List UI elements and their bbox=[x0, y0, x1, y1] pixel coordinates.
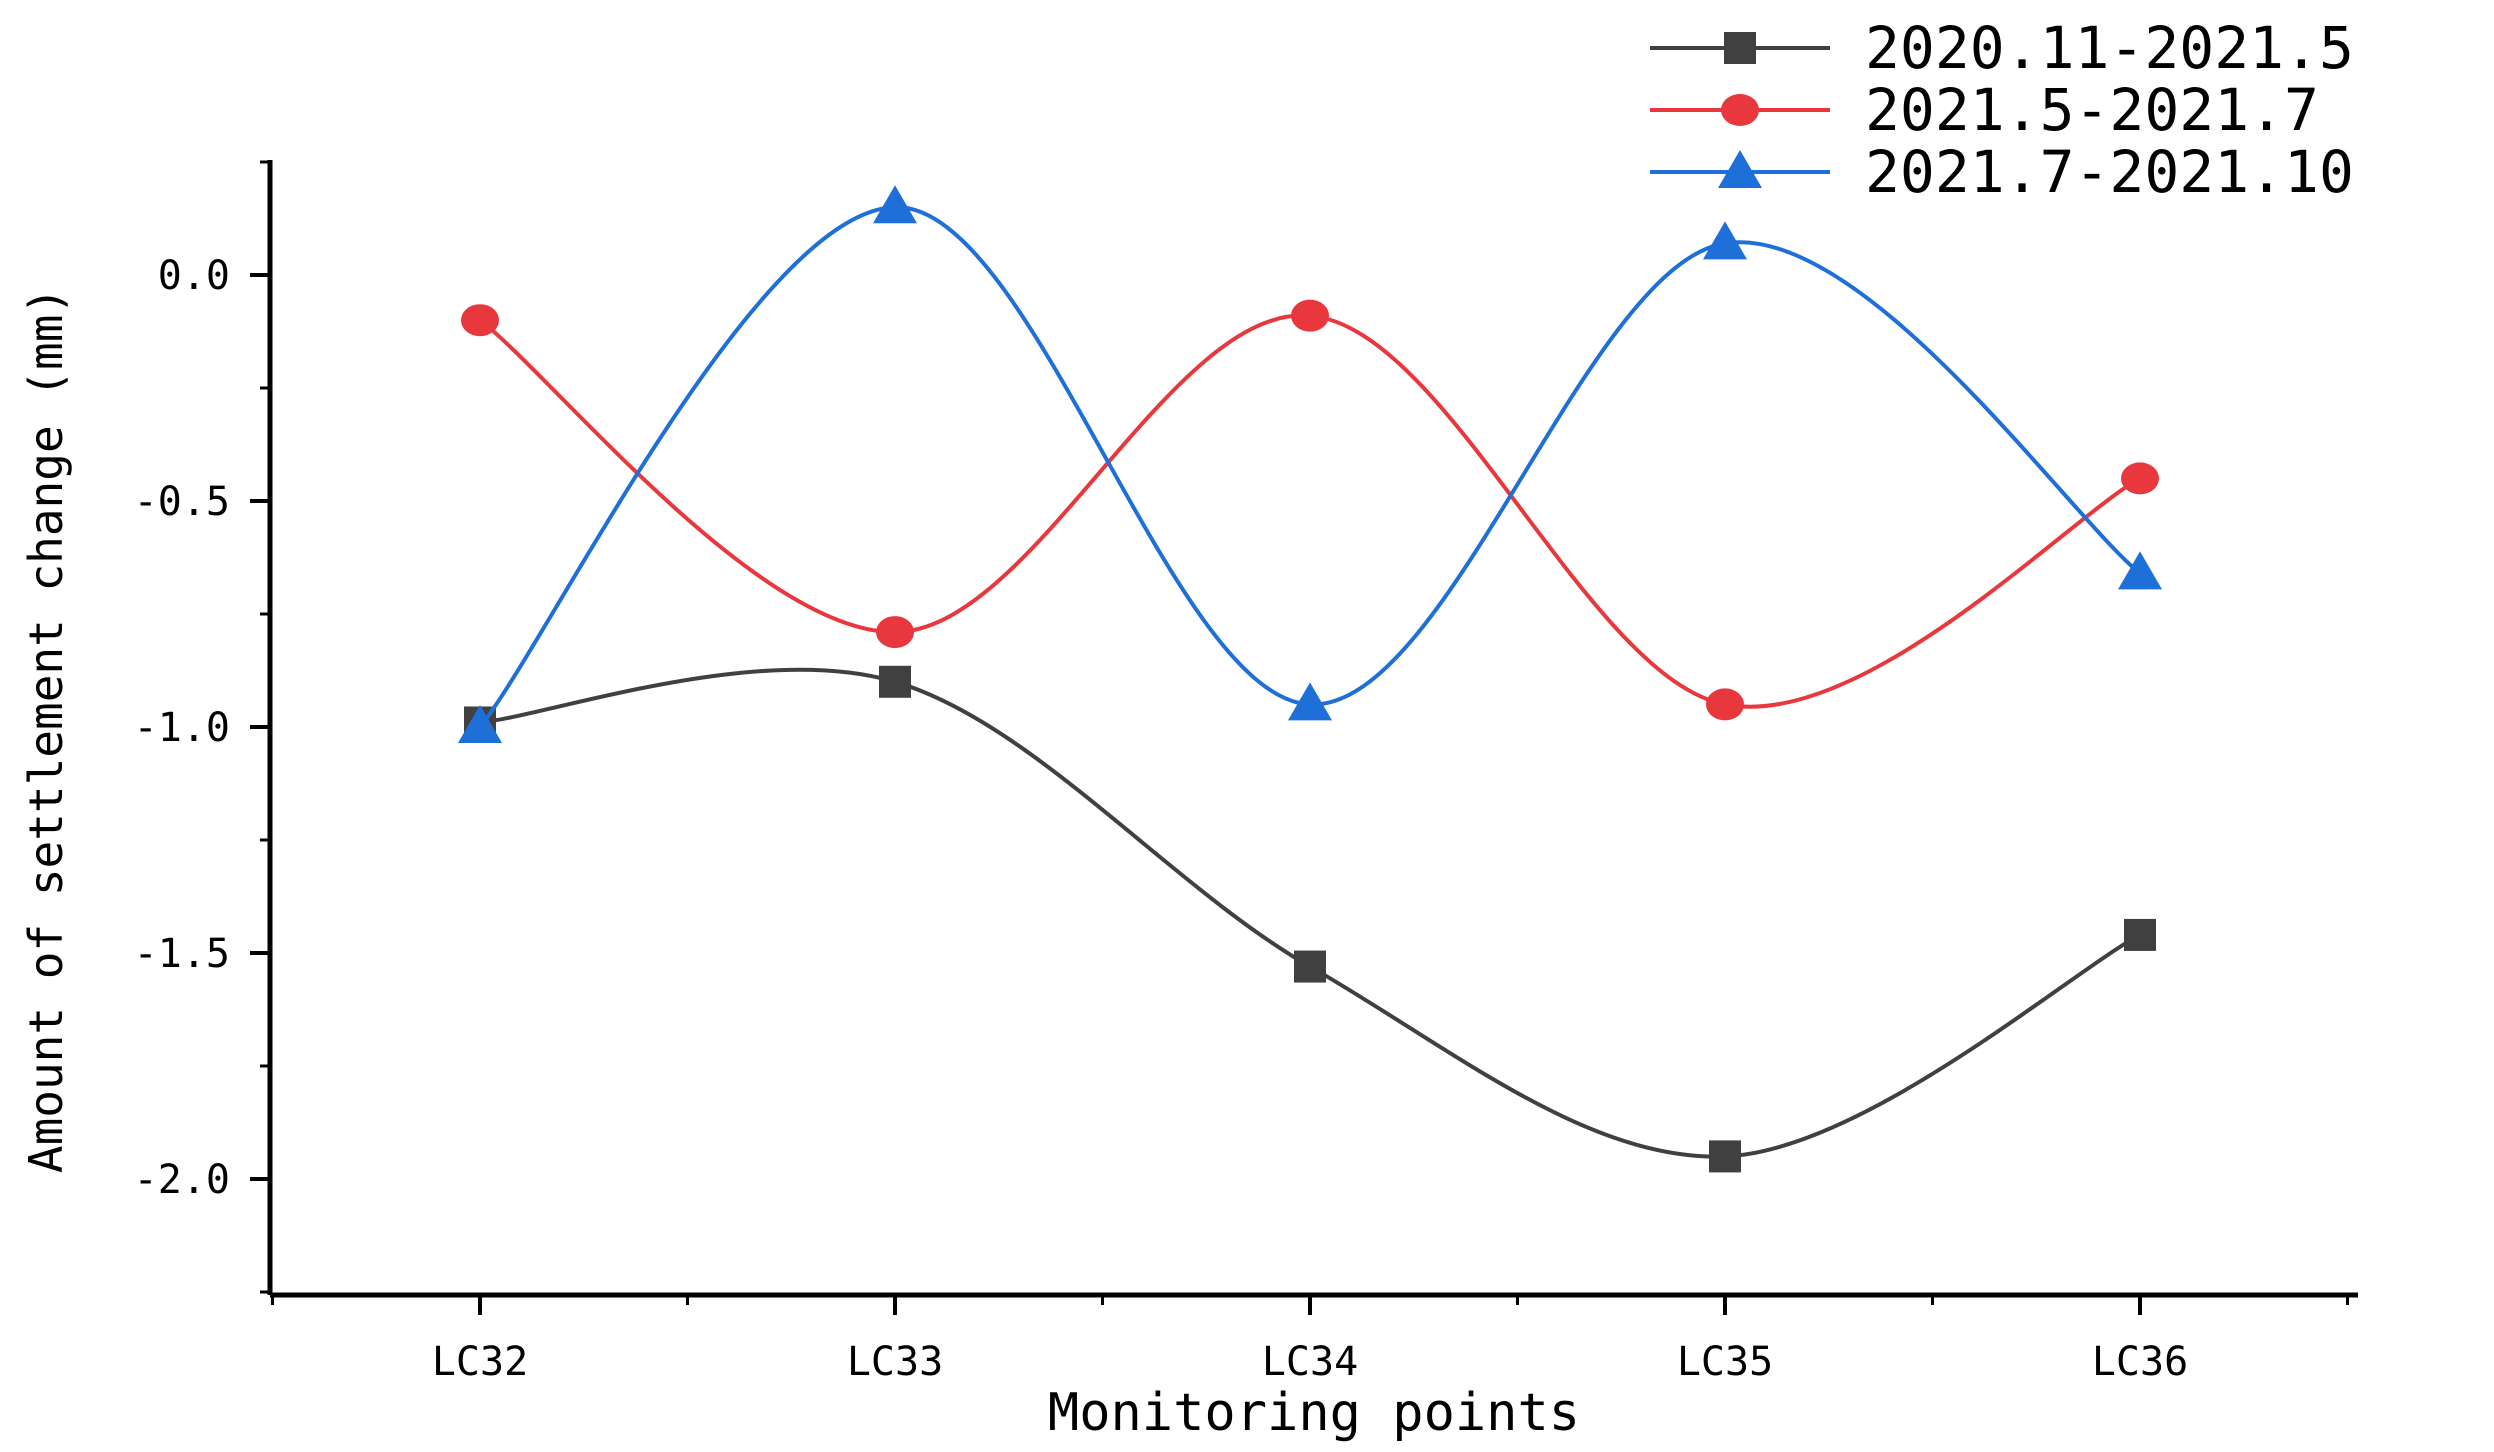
y-tick-label: -0.5 bbox=[134, 479, 230, 525]
x-tick-label: LC33 bbox=[847, 1339, 943, 1385]
series-line bbox=[479, 667, 2141, 1159]
series-line bbox=[478, 205, 2142, 729]
x-axis-ticks: LC32 LC33 LC34 LC35 LC36 bbox=[271, 1295, 2349, 1385]
legend-item: 2021.7-2021.10 bbox=[1650, 138, 2354, 206]
legend-label: 2021.7-2021.10 bbox=[1865, 138, 2354, 206]
legend-label: 2020.11-2021.5 bbox=[1865, 14, 2354, 82]
data-point bbox=[2118, 551, 2162, 590]
data-point bbox=[1294, 950, 1326, 983]
data-point bbox=[2121, 462, 2159, 495]
series-1 bbox=[464, 665, 2156, 1173]
series-line bbox=[478, 313, 2141, 709]
legend-label: 2021.5-2021.7 bbox=[1865, 76, 2319, 144]
x-tick-label: LC32 bbox=[432, 1339, 528, 1385]
x-tick-label: LC34 bbox=[1262, 1339, 1358, 1385]
series-layer bbox=[458, 185, 2162, 1173]
data-point bbox=[879, 665, 911, 698]
y-tick-label: 0.0 bbox=[158, 253, 230, 299]
series-3 bbox=[458, 185, 2162, 743]
data-point bbox=[1703, 221, 1747, 260]
y-axis-ticks: 0.0 -0.5 -1.0 -1.5 -2.0 bbox=[134, 160, 270, 1294]
legend-marker bbox=[1724, 32, 1756, 64]
x-axis-title: Monitoring points bbox=[1048, 1383, 1580, 1443]
data-point bbox=[2124, 918, 2156, 951]
data-point bbox=[876, 616, 914, 649]
y-axis-title: Amount of settlement change (mm) bbox=[19, 287, 73, 1173]
data-point bbox=[1709, 1140, 1741, 1173]
y-tick-label: -1.0 bbox=[134, 705, 230, 751]
data-point bbox=[458, 705, 502, 743]
legend: 2020.11-2021.52021.5-2021.72021.7-2021.1… bbox=[1650, 14, 2354, 206]
x-tick-label: LC35 bbox=[1677, 1339, 1773, 1385]
data-point bbox=[461, 304, 499, 337]
data-point bbox=[873, 185, 917, 224]
x-tick-label: LC36 bbox=[2092, 1339, 2188, 1385]
series-2 bbox=[461, 299, 2159, 721]
legend-marker bbox=[1718, 150, 1762, 188]
legend-item: 2020.11-2021.5 bbox=[1650, 14, 2354, 82]
legend-marker bbox=[1721, 94, 1759, 126]
data-point bbox=[1706, 688, 1744, 721]
legend-item: 2021.5-2021.7 bbox=[1650, 76, 2319, 144]
y-tick-label: -1.5 bbox=[134, 931, 230, 977]
data-point bbox=[1288, 682, 1332, 721]
y-tick-label: -2.0 bbox=[134, 1157, 230, 1203]
data-point bbox=[1291, 299, 1329, 332]
